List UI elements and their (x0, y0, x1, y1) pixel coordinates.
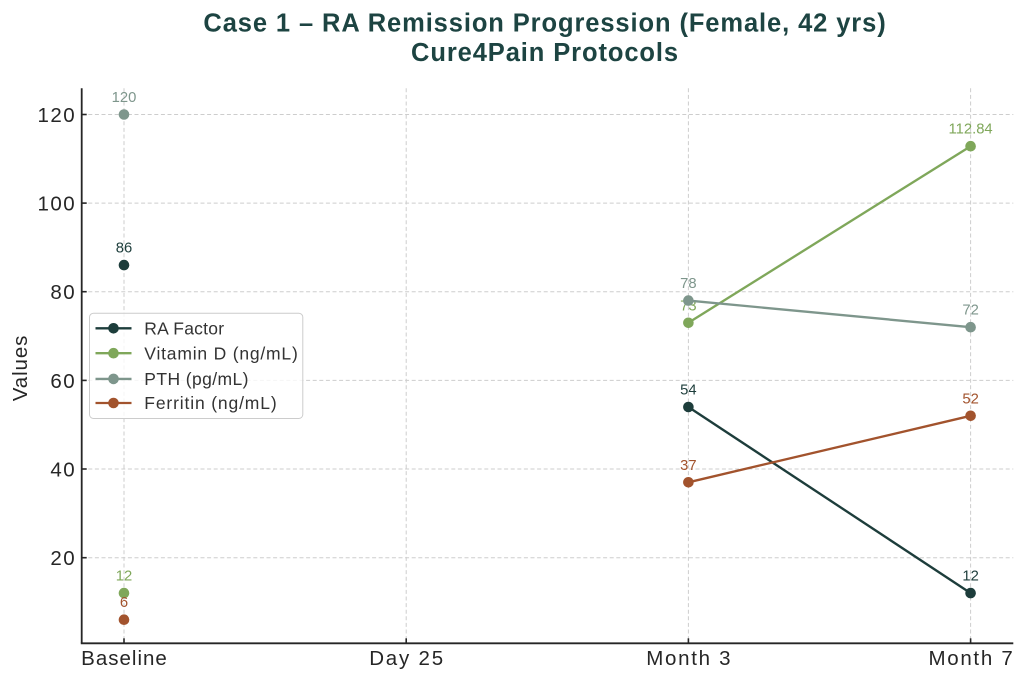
svg-text:72: 72 (962, 303, 978, 319)
svg-text:6: 6 (120, 595, 128, 611)
svg-text:120: 120 (112, 90, 137, 106)
svg-text:20: 20 (50, 547, 76, 570)
svg-text:80: 80 (50, 281, 76, 304)
svg-text:37: 37 (680, 458, 696, 474)
svg-text:40: 40 (50, 459, 76, 482)
svg-text:Baseline: Baseline (81, 647, 168, 670)
svg-text:120: 120 (37, 104, 76, 127)
svg-text:100: 100 (37, 193, 76, 216)
svg-text:Month 3: Month 3 (646, 647, 732, 670)
svg-text:Values: Values (9, 335, 32, 402)
svg-text:PTH (pg/mL): PTH (pg/mL) (144, 369, 249, 389)
svg-text:86: 86 (116, 241, 132, 257)
svg-text:78: 78 (680, 276, 696, 292)
svg-text:Case 1 – RA Remission Progress: Case 1 – RA Remission Progression (Femal… (203, 10, 886, 38)
svg-text:52: 52 (962, 391, 978, 407)
svg-text:Day 25: Day 25 (369, 647, 445, 670)
svg-text:60: 60 (50, 370, 76, 393)
svg-text:12: 12 (962, 569, 978, 585)
svg-text:Vitamin D (ng/mL): Vitamin D (ng/mL) (144, 343, 298, 363)
svg-text:RA Factor: RA Factor (144, 318, 224, 338)
svg-text:54: 54 (680, 383, 696, 399)
svg-text:12: 12 (116, 569, 132, 585)
svg-text:Cure4Pain Protocols: Cure4Pain Protocols (411, 39, 679, 67)
svg-text:112.84: 112.84 (949, 122, 993, 138)
svg-text:Ferritin (ng/mL): Ferritin (ng/mL) (144, 393, 277, 413)
svg-text:Month 7: Month 7 (928, 647, 1014, 670)
